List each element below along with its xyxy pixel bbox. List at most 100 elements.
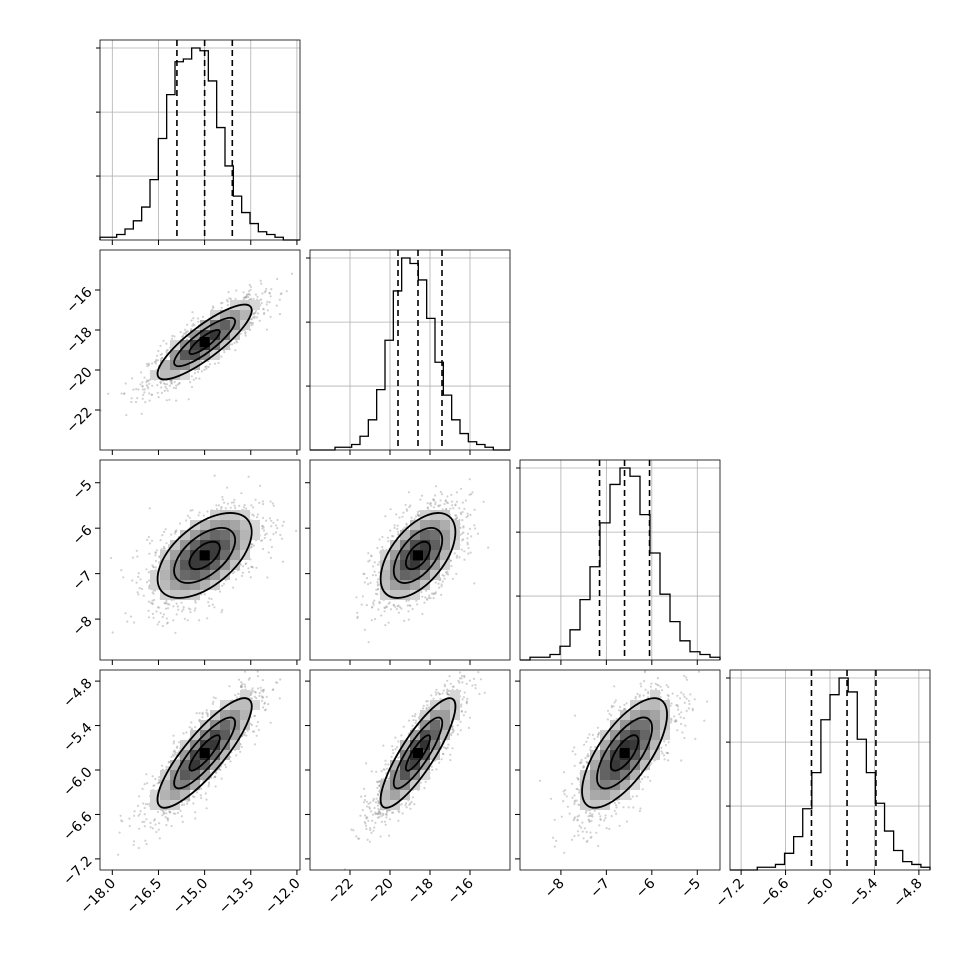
scatter-point <box>137 572 140 575</box>
scatter-point <box>450 493 453 496</box>
scatter-point <box>463 550 466 553</box>
scatter-point <box>276 277 279 281</box>
scatter-point <box>164 607 168 610</box>
scatter-point <box>255 316 258 319</box>
scatter-point <box>265 303 268 306</box>
scatter-point <box>159 353 162 356</box>
panel-inner <box>100 272 294 417</box>
scatter-point <box>421 595 424 598</box>
scatter-point <box>137 814 140 817</box>
scatter-point <box>243 731 247 734</box>
scatter-point <box>136 397 139 400</box>
scatter-point <box>142 802 145 805</box>
scatter-point <box>376 593 379 596</box>
scatter-point <box>226 304 229 307</box>
density-cell <box>240 540 250 550</box>
scatter-point <box>384 515 387 518</box>
scatter-point <box>272 654 274 656</box>
scatter-point <box>469 513 472 517</box>
scatter-point <box>459 487 463 490</box>
scatter-point <box>378 571 381 574</box>
scatter-point <box>420 591 423 594</box>
scatter-point <box>445 507 448 510</box>
scatter-point <box>370 606 374 609</box>
histogram-step-0 <box>99 47 300 241</box>
density-cell <box>170 590 180 600</box>
scatter-point <box>367 560 370 563</box>
scatter-point <box>397 611 400 614</box>
scatter-point <box>466 543 469 546</box>
scatter-point <box>178 522 181 525</box>
scatter-point <box>414 515 418 518</box>
density-cell <box>440 540 450 550</box>
scatter-point <box>443 502 446 506</box>
scatter-point <box>471 491 474 494</box>
scatter-point <box>355 596 358 599</box>
scatter-point <box>238 504 241 507</box>
scatter-point <box>247 292 250 296</box>
density-cell <box>190 530 200 540</box>
scatter-point <box>249 298 252 301</box>
scatter-point <box>369 581 372 585</box>
scatter-point <box>408 604 411 607</box>
scatter-point <box>455 517 458 520</box>
scatter-point <box>383 606 387 610</box>
scatter-point <box>172 750 175 753</box>
scatter-point <box>419 498 422 501</box>
density-cell <box>440 520 450 530</box>
scatter-point <box>138 587 141 590</box>
scatter-point <box>155 549 159 552</box>
scatter-point <box>140 412 143 415</box>
scatter-point <box>177 608 180 611</box>
scatter-point <box>185 519 188 522</box>
scatter-point <box>432 592 436 595</box>
scatter-point <box>151 564 154 567</box>
scatter-point <box>244 332 247 335</box>
density-cell <box>220 320 230 330</box>
scatter-point <box>438 586 441 589</box>
scatter-point <box>377 583 380 586</box>
scatter-point <box>162 382 166 385</box>
scatter-point <box>242 565 245 568</box>
scatter-point <box>224 763 227 766</box>
scatter-point <box>262 312 266 316</box>
scatter-point <box>265 519 268 522</box>
scatter-point <box>165 351 168 354</box>
scatter-point <box>378 600 381 604</box>
scatter-point <box>162 545 166 548</box>
scatter-point <box>263 536 266 540</box>
density-cell <box>230 310 240 320</box>
scatter-point <box>395 513 398 516</box>
panel-frame <box>99 249 301 451</box>
scatter-point <box>381 546 384 549</box>
scatter-point <box>245 295 248 298</box>
scatter-point <box>417 514 420 517</box>
scatter-point <box>168 398 171 401</box>
scatter-point <box>426 506 429 509</box>
scatter-point <box>193 372 196 375</box>
scatter-point <box>174 530 177 534</box>
scatter-point <box>143 813 146 816</box>
scatter-point <box>132 840 136 843</box>
scatter-point <box>441 573 444 577</box>
scatter-point <box>270 519 273 522</box>
scatter-point <box>247 570 251 574</box>
density-cell <box>170 550 180 560</box>
scatter-point <box>278 313 282 316</box>
scatter-point <box>445 501 448 504</box>
scatter-point <box>473 508 476 511</box>
scatter-point <box>466 537 469 540</box>
scatter-point <box>252 514 255 517</box>
scatter-point <box>385 605 388 608</box>
scatter-point <box>217 504 220 507</box>
scatter-point <box>223 351 226 354</box>
scatter-point <box>445 571 448 574</box>
scatter-point <box>206 510 209 513</box>
scatter-point <box>232 501 235 504</box>
scatter-point <box>152 565 155 568</box>
scatter-point <box>267 551 270 554</box>
scatter-point <box>167 544 171 547</box>
scatter-point <box>374 618 377 621</box>
scatter-point <box>175 602 178 605</box>
scatter-point <box>399 606 402 609</box>
